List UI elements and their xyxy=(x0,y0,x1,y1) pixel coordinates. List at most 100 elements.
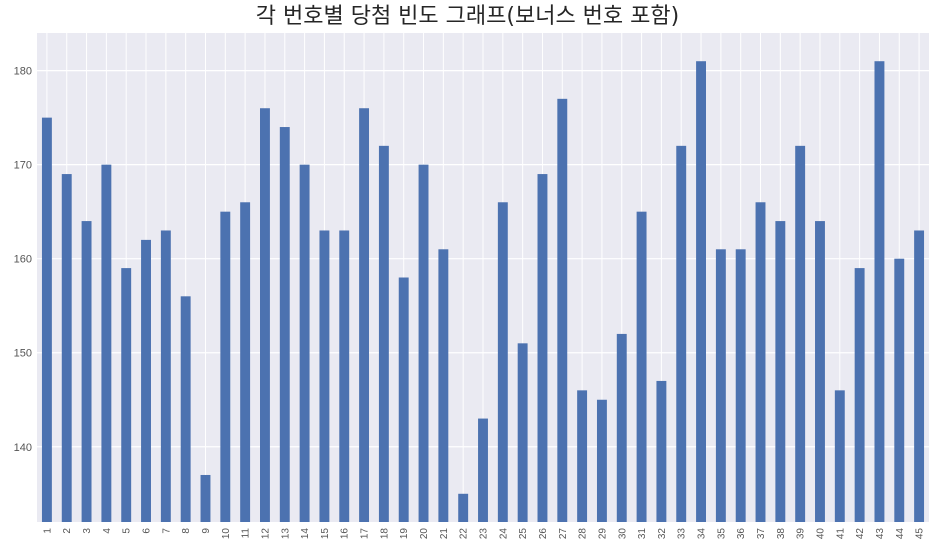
bar-23 xyxy=(478,418,488,522)
bar-29 xyxy=(596,399,607,522)
bar-14 xyxy=(299,164,310,522)
bar-20 xyxy=(418,164,429,522)
bar-18 xyxy=(378,145,389,522)
x-tick-label: 8 xyxy=(181,528,192,534)
x-tick-label: 1 xyxy=(42,528,53,534)
bar-31 xyxy=(636,211,647,522)
x-tick-label: 15 xyxy=(320,528,331,540)
bar-19 xyxy=(398,277,409,522)
x-tick-label: 44 xyxy=(895,528,906,540)
x-tick-label: 12 xyxy=(260,528,271,540)
y-axis-ticks: 140 150 160 170 180 xyxy=(14,66,32,454)
x-tick-label: 4 xyxy=(102,528,113,534)
bar-12 xyxy=(260,108,270,522)
bar-11 xyxy=(240,202,251,522)
x-tick-label: 37 xyxy=(756,528,767,540)
x-tick-label: 22 xyxy=(459,528,470,540)
x-tick-label: 36 xyxy=(736,528,747,540)
bar-9 xyxy=(200,474,211,522)
bar-37 xyxy=(755,202,766,522)
x-tick-label: 38 xyxy=(776,528,787,540)
y-tick-label: 140 xyxy=(14,442,32,454)
bar-28 xyxy=(577,390,588,522)
x-tick-label: 39 xyxy=(796,528,807,540)
x-tick-label: 27 xyxy=(558,528,569,540)
bar-41 xyxy=(834,390,845,522)
y-tick-label: 170 xyxy=(14,160,32,172)
x-tick-label: 45 xyxy=(915,528,926,540)
bar-10 xyxy=(220,211,231,522)
bar-17 xyxy=(359,108,370,522)
bar-38 xyxy=(775,221,786,523)
x-tick-label: 2 xyxy=(62,528,73,534)
x-tick-label: 19 xyxy=(399,528,410,540)
bar-21 xyxy=(438,249,449,523)
bar-32 xyxy=(656,380,667,522)
x-tick-label: 34 xyxy=(697,528,708,540)
x-tick-label: 23 xyxy=(479,528,490,540)
x-tick-label: 11 xyxy=(241,528,252,539)
x-tick-label: 21 xyxy=(439,528,450,540)
bar-30 xyxy=(616,333,627,522)
bar-44 xyxy=(894,258,905,522)
bar-3 xyxy=(81,221,92,523)
x-tick-label: 32 xyxy=(657,528,668,540)
bar-33 xyxy=(676,145,687,522)
chart-title: 각 번호별 당첨 빈도 그래프(보너스 번호 포함) xyxy=(255,4,680,29)
bar-43 xyxy=(874,61,885,522)
x-tick-label: 6 xyxy=(142,528,153,534)
x-tick-label: 43 xyxy=(875,528,886,540)
x-tick-label: 5 xyxy=(122,528,133,534)
bar-40 xyxy=(815,221,825,523)
bar-8 xyxy=(180,296,191,522)
bar-45 xyxy=(914,230,925,522)
bar-1 xyxy=(41,117,52,522)
x-tick-label: 20 xyxy=(419,528,430,540)
x-tick-label: 29 xyxy=(597,528,608,540)
x-axis-ticks: 1 2 3 4 5 6 7 8 9 10 11 12 13 14 15 16 17 18 19 20 21 22 23 24 2… xyxy=(42,528,925,540)
bar-13 xyxy=(279,127,290,523)
bar-26 xyxy=(537,174,548,523)
bar-4 xyxy=(101,164,112,522)
bar-7 xyxy=(160,230,171,522)
x-tick-label: 33 xyxy=(677,528,688,540)
bar-39 xyxy=(795,145,806,522)
x-tick-label: 28 xyxy=(578,528,589,540)
bar-15 xyxy=(319,230,330,522)
x-tick-label: 13 xyxy=(280,528,291,540)
bar-16 xyxy=(339,230,350,522)
bar-42 xyxy=(854,268,865,522)
bar-6 xyxy=(141,239,151,522)
x-tick-label: 14 xyxy=(300,528,311,540)
bar-27 xyxy=(557,98,568,523)
x-tick-label: 42 xyxy=(855,528,866,540)
y-tick-label: 150 xyxy=(14,348,32,360)
x-tick-label: 31 xyxy=(637,528,648,540)
x-tick-label: 35 xyxy=(716,528,727,540)
x-tick-label: 24 xyxy=(498,528,509,540)
x-tick-label: 9 xyxy=(201,528,212,534)
bar-22 xyxy=(458,493,469,522)
x-tick-label: 10 xyxy=(221,528,232,540)
x-tick-label: 3 xyxy=(82,528,93,534)
bars xyxy=(41,61,925,523)
bar-25 xyxy=(517,343,528,522)
x-tick-label: 7 xyxy=(161,528,172,534)
x-tick-label: 25 xyxy=(518,528,529,540)
y-tick-label: 160 xyxy=(14,254,32,266)
x-tick-label: 41 xyxy=(835,528,846,540)
bar-36 xyxy=(735,249,746,523)
x-tick-label: 17 xyxy=(360,528,371,540)
bar-2 xyxy=(61,174,72,523)
y-tick-label: 180 xyxy=(14,66,32,78)
x-tick-label: 16 xyxy=(340,528,351,540)
bar-24 xyxy=(497,202,508,522)
bar-35 xyxy=(715,249,726,523)
x-tick-label: 26 xyxy=(538,528,549,540)
x-tick-label: 18 xyxy=(379,528,390,540)
x-tick-label: 40 xyxy=(815,528,826,540)
x-tick-label: 30 xyxy=(617,528,628,540)
bar-5 xyxy=(121,268,132,522)
bar-34 xyxy=(696,61,706,522)
